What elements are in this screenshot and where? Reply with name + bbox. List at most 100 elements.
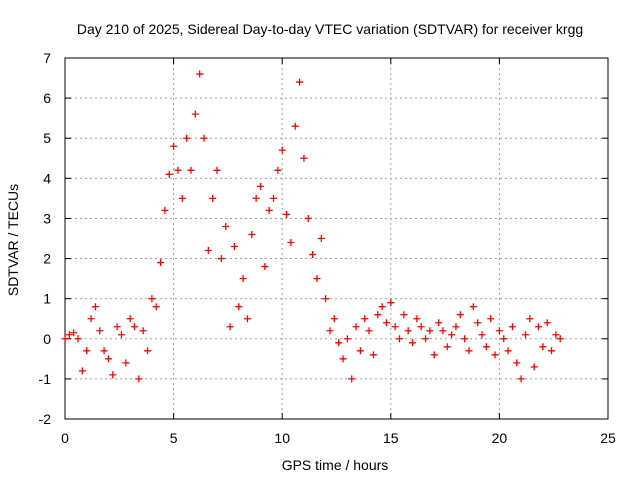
data-point bbox=[265, 206, 273, 214]
data-point bbox=[452, 323, 460, 331]
data-point bbox=[256, 182, 264, 190]
data-point bbox=[491, 351, 499, 359]
data-point bbox=[552, 331, 560, 339]
data-point bbox=[235, 303, 243, 311]
data-point bbox=[283, 210, 291, 218]
data-point bbox=[291, 122, 299, 130]
data-point bbox=[174, 166, 182, 174]
data-point bbox=[548, 347, 556, 355]
data-point bbox=[326, 327, 334, 335]
grid-lines bbox=[65, 58, 608, 419]
data-point bbox=[539, 343, 547, 351]
data-point bbox=[122, 359, 130, 367]
data-point bbox=[413, 315, 421, 323]
data-point bbox=[461, 335, 469, 343]
x-tick-label: 10 bbox=[274, 430, 290, 446]
data-point bbox=[482, 343, 490, 351]
data-point bbox=[378, 303, 386, 311]
data-point bbox=[148, 295, 156, 303]
data-point bbox=[474, 319, 482, 327]
data-point bbox=[213, 166, 221, 174]
data-point bbox=[335, 339, 343, 347]
data-point bbox=[322, 295, 330, 303]
data-point bbox=[226, 323, 234, 331]
data-point bbox=[157, 259, 165, 267]
data-point bbox=[170, 142, 178, 150]
data-point bbox=[117, 331, 125, 339]
data-point bbox=[348, 375, 356, 383]
data-point bbox=[83, 347, 91, 355]
data-point bbox=[65, 331, 73, 339]
data-point bbox=[339, 355, 347, 363]
data-point bbox=[387, 299, 395, 307]
data-point bbox=[131, 323, 139, 331]
data-point bbox=[87, 315, 95, 323]
data-point bbox=[495, 327, 503, 335]
data-point bbox=[513, 359, 521, 367]
data-point bbox=[304, 214, 312, 222]
data-point bbox=[217, 255, 225, 263]
data-point bbox=[430, 351, 438, 359]
x-axis: 0 5 10 15 20 25 bbox=[61, 58, 616, 446]
data-point bbox=[443, 343, 451, 351]
data-point bbox=[361, 315, 369, 323]
data-point bbox=[243, 315, 251, 323]
data-point bbox=[204, 247, 212, 255]
data-point bbox=[278, 146, 286, 154]
data-point bbox=[152, 303, 160, 311]
data-point bbox=[274, 166, 282, 174]
data-point bbox=[556, 335, 564, 343]
data-point bbox=[543, 319, 551, 327]
data-point bbox=[296, 78, 304, 86]
data-point bbox=[91, 303, 99, 311]
data-point bbox=[135, 375, 143, 383]
y-tick-label: 5 bbox=[43, 130, 51, 146]
y-tick-label: 6 bbox=[43, 90, 51, 106]
data-point bbox=[504, 347, 512, 355]
data-point bbox=[508, 323, 516, 331]
data-point bbox=[330, 315, 338, 323]
data-point bbox=[161, 206, 169, 214]
data-point bbox=[248, 230, 256, 238]
x-tick-label: 0 bbox=[61, 430, 69, 446]
data-point bbox=[426, 327, 434, 335]
data-point bbox=[252, 194, 260, 202]
data-point bbox=[526, 315, 534, 323]
plot-frame bbox=[64, 57, 609, 420]
data-point bbox=[365, 327, 373, 335]
data-point bbox=[187, 166, 195, 174]
data-point bbox=[352, 323, 360, 331]
data-point bbox=[435, 319, 443, 327]
data-point bbox=[343, 335, 351, 343]
x-tick-label: 15 bbox=[383, 430, 399, 446]
data-point bbox=[61, 335, 69, 343]
data-point bbox=[500, 335, 508, 343]
data-point bbox=[478, 331, 486, 339]
y-axis-label: SDTVAR / TECUs bbox=[5, 184, 21, 296]
data-point bbox=[261, 263, 269, 271]
x-axis-label: GPS time / hours bbox=[282, 457, 389, 473]
data-point bbox=[239, 275, 247, 283]
y-tick-label: 0 bbox=[43, 331, 51, 347]
data-point bbox=[517, 375, 525, 383]
y-tick-label: 2 bbox=[43, 251, 51, 267]
data-point bbox=[369, 351, 377, 359]
data-point bbox=[521, 331, 529, 339]
y-axis: -2 -1 0 1 2 3 4 5 6 7 bbox=[39, 50, 608, 427]
data-point bbox=[196, 70, 204, 78]
data-point bbox=[374, 311, 382, 319]
data-point bbox=[382, 319, 390, 327]
data-point bbox=[74, 335, 82, 343]
data-point bbox=[209, 194, 217, 202]
data-point bbox=[534, 323, 542, 331]
data-point bbox=[469, 303, 477, 311]
data-point bbox=[113, 323, 121, 331]
y-tick-label: -1 bbox=[39, 371, 52, 387]
data-point bbox=[191, 110, 199, 118]
x-tick-label: 25 bbox=[600, 430, 616, 446]
data-point bbox=[439, 327, 447, 335]
data-point bbox=[70, 329, 78, 337]
data-point bbox=[400, 311, 408, 319]
data-point bbox=[395, 335, 403, 343]
